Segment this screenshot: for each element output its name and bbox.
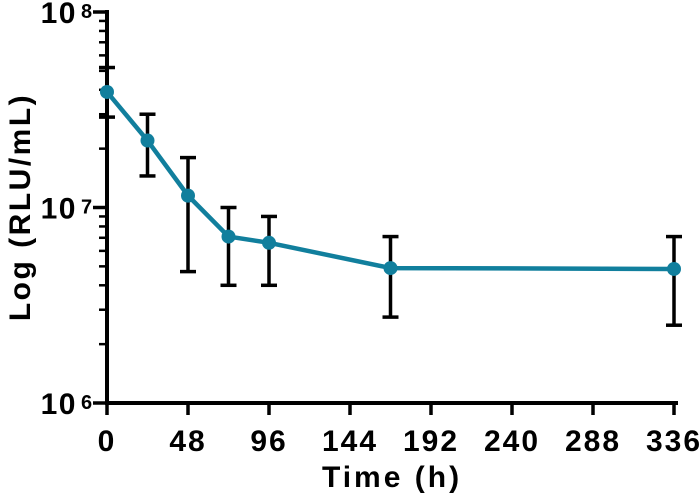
y-axis-title: Log (RLU/mL) [4, 93, 37, 321]
y-tick-exponent: 7 [81, 197, 92, 219]
x-tick-label: 336 [646, 425, 700, 458]
x-tick-label: 96 [250, 425, 287, 458]
x-tick-label: 192 [403, 425, 459, 458]
y-tick-label: 10 [41, 0, 77, 30]
x-tick-label: 288 [565, 425, 621, 458]
data-point [221, 229, 236, 244]
y-tick-exponent: 6 [81, 392, 92, 414]
x-tick-label: 240 [484, 425, 540, 458]
plot-generated: 10 810 710 60 48 96 144 192 240 288 336 [41, 0, 700, 458]
data-point [140, 133, 155, 148]
data-point [262, 235, 276, 250]
data-point [667, 261, 681, 276]
x-axis-title: Time (h) [322, 461, 462, 494]
data-point [100, 84, 114, 99]
y-tick-label: 10 [41, 193, 77, 226]
x-tick-label: 0 [98, 425, 117, 458]
y-tick-exponent: 8 [81, 1, 92, 23]
x-tick-label: 48 [169, 425, 206, 458]
y-tick-label: 10 [41, 388, 77, 421]
data-point [383, 261, 398, 276]
x-tick-label: 144 [322, 425, 378, 458]
data-point [181, 188, 195, 203]
